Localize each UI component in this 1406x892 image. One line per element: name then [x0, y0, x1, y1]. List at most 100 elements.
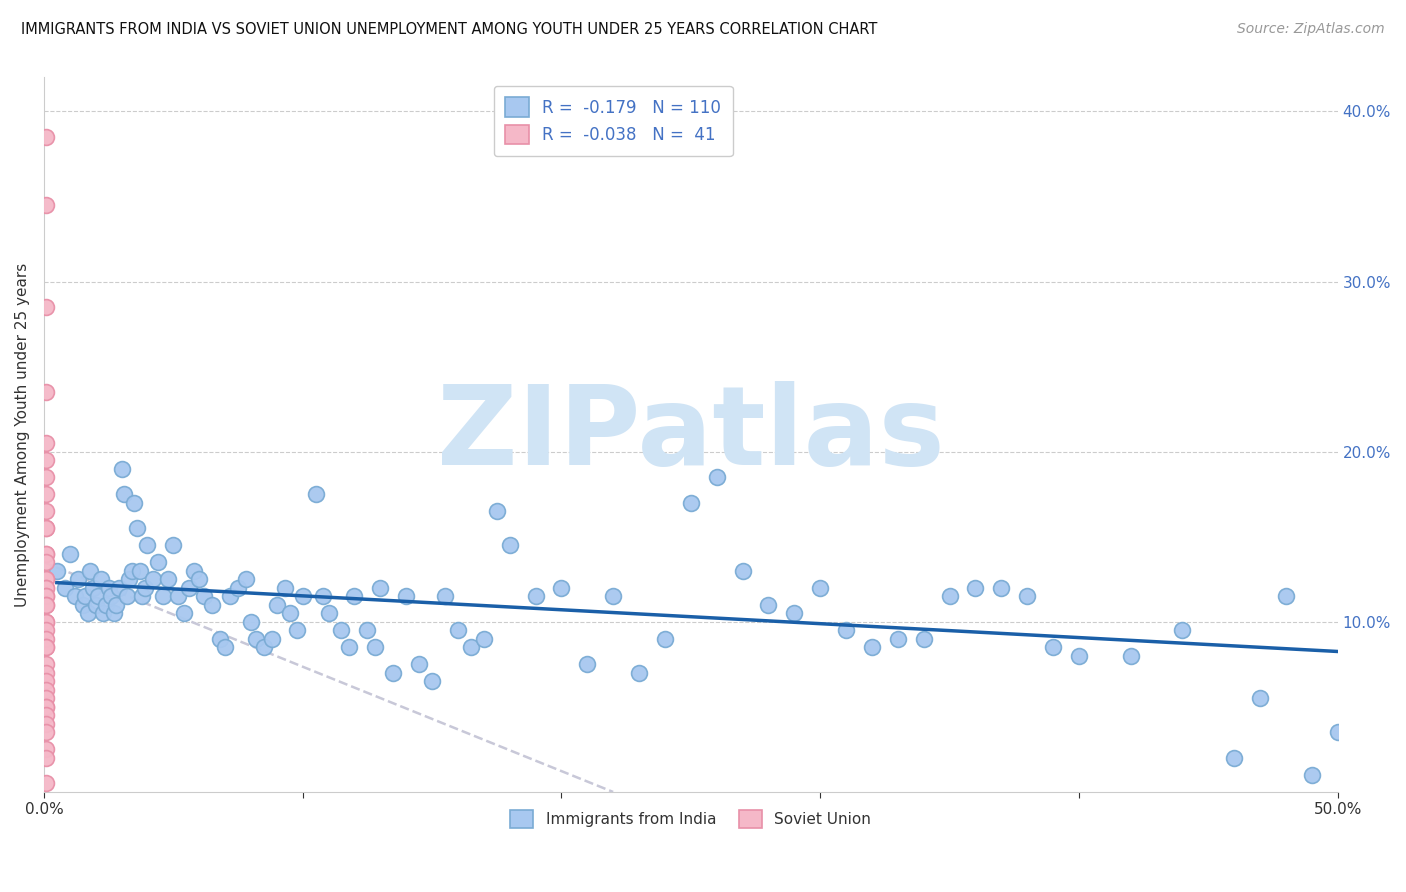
Point — [35, 198, 58, 212]
Text: ZIPatlas: ZIPatlas — [437, 381, 945, 488]
Point — [938, 590, 960, 604]
Point — [45, 564, 67, 578]
Point — [35, 590, 58, 604]
Point — [87, 590, 110, 604]
Point — [835, 624, 858, 638]
Point — [273, 581, 295, 595]
Point — [1378, 607, 1400, 621]
Point — [35, 674, 58, 689]
Point — [214, 640, 236, 655]
Point — [1119, 648, 1142, 663]
Point — [485, 504, 508, 518]
Point — [679, 496, 702, 510]
Point — [162, 538, 184, 552]
Point — [59, 547, 82, 561]
Point — [1326, 725, 1348, 739]
Point — [112, 487, 135, 501]
Point — [304, 487, 326, 501]
Point — [97, 581, 120, 595]
Point — [35, 657, 58, 672]
Point — [1301, 768, 1323, 782]
Point — [35, 691, 58, 706]
Point — [783, 607, 806, 621]
Point — [433, 590, 456, 604]
Point — [808, 581, 831, 595]
Point — [364, 640, 387, 655]
Point — [35, 615, 58, 629]
Point — [1353, 590, 1375, 604]
Point — [35, 717, 58, 731]
Point — [278, 607, 301, 621]
Point — [287, 624, 309, 638]
Point — [108, 581, 131, 595]
Point — [447, 624, 470, 638]
Point — [253, 640, 276, 655]
Point — [382, 665, 405, 680]
Point — [35, 436, 58, 450]
Point — [731, 564, 754, 578]
Point — [35, 581, 58, 595]
Point — [887, 632, 910, 646]
Point — [291, 590, 314, 604]
Text: Source: ZipAtlas.com: Source: ZipAtlas.com — [1237, 22, 1385, 37]
Point — [219, 590, 242, 604]
Point — [260, 632, 283, 646]
Point — [35, 453, 58, 467]
Point — [1017, 590, 1039, 604]
Point — [177, 581, 200, 595]
Point — [356, 624, 378, 638]
Point — [312, 590, 335, 604]
Point — [35, 665, 58, 680]
Point — [35, 581, 58, 595]
Point — [121, 564, 143, 578]
Point — [1067, 648, 1090, 663]
Point — [758, 598, 780, 612]
Point — [208, 632, 231, 646]
Point — [53, 581, 76, 595]
Point — [152, 590, 174, 604]
Point — [94, 598, 117, 612]
Point — [602, 590, 624, 604]
Point — [420, 674, 443, 689]
Point — [100, 590, 122, 604]
Point — [35, 615, 58, 629]
Point — [128, 564, 150, 578]
Point — [146, 555, 169, 569]
Point — [84, 598, 107, 612]
Point — [226, 581, 249, 595]
Point — [654, 632, 676, 646]
Point — [1042, 640, 1064, 655]
Point — [35, 640, 58, 655]
Point — [193, 590, 215, 604]
Point — [35, 751, 58, 765]
Point — [472, 632, 495, 646]
Point — [35, 572, 58, 586]
Point — [266, 598, 288, 612]
Point — [35, 598, 58, 612]
Point — [990, 581, 1012, 595]
Point — [35, 640, 58, 655]
Point — [965, 581, 987, 595]
Point — [110, 461, 132, 475]
Point — [395, 590, 418, 604]
Point — [35, 385, 58, 400]
Legend: Immigrants from India, Soviet Union: Immigrants from India, Soviet Union — [505, 804, 877, 834]
Point — [318, 607, 340, 621]
Point — [912, 632, 935, 646]
Point — [35, 521, 58, 535]
Point — [63, 590, 86, 604]
Point — [1275, 590, 1298, 604]
Point — [131, 590, 153, 604]
Point — [125, 521, 148, 535]
Point — [167, 590, 190, 604]
Point — [124, 496, 146, 510]
Point — [93, 607, 115, 621]
Point — [35, 300, 58, 314]
Point — [35, 699, 58, 714]
Point — [35, 555, 58, 569]
Point — [460, 640, 482, 655]
Point — [550, 581, 572, 595]
Point — [1249, 691, 1271, 706]
Point — [103, 607, 125, 621]
Point — [35, 487, 58, 501]
